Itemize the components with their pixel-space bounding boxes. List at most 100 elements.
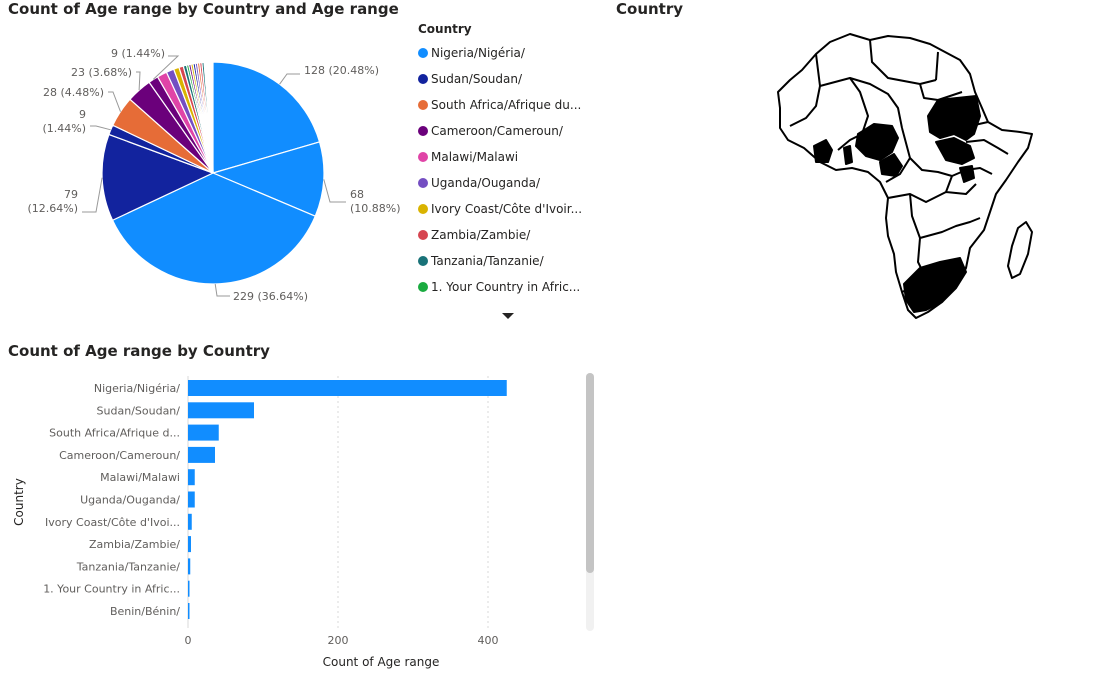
legend-label: Tanzania/Tanzanie/ — [431, 254, 544, 268]
map-uganda — [959, 165, 975, 183]
map-benin — [843, 145, 853, 165]
y-tick-label: Nigeria/Nigéria/ — [94, 382, 180, 395]
legend-dot-icon — [418, 230, 428, 240]
bar[interactable] — [188, 424, 219, 441]
legend-item[interactable]: Sudan/Soudan/ — [418, 66, 608, 92]
legend-label: Cameroon/Cameroun/ — [431, 124, 563, 138]
scrollbar-thumb[interactable] — [586, 373, 594, 573]
legend-dot-icon — [418, 152, 428, 162]
africa-map[interactable] — [770, 22, 1050, 322]
pie-legend: Country Nigeria/Nigéria/Sudan/Soudan/Sou… — [418, 22, 608, 300]
bar[interactable] — [188, 513, 192, 530]
pie-data-label: 28 (4.48%) — [43, 86, 104, 99]
legend-dot-icon — [418, 74, 428, 84]
map-border-east — [901, 121, 1009, 293]
y-axis-label: Country — [12, 478, 26, 526]
y-tick-label: Zambia/Zambie/ — [89, 538, 180, 551]
bar-chart-title: Count of Age range by Country — [8, 342, 270, 360]
map-madagascar — [1007, 221, 1033, 279]
x-axis-label: Count of Age range — [323, 655, 440, 669]
pie-slice[interactable] — [111, 172, 317, 285]
pie-slice[interactable] — [210, 61, 214, 174]
map-cameroon — [879, 153, 903, 177]
map-border-west — [789, 39, 963, 151]
pie-leader-line — [279, 73, 300, 85]
bar[interactable] — [188, 446, 215, 463]
map-south-africa — [903, 257, 967, 313]
pie-leader-line — [136, 71, 141, 91]
bar[interactable] — [188, 603, 190, 619]
x-tick-label: 0 — [185, 634, 192, 647]
legend-label: Nigeria/Nigéria/ — [431, 46, 525, 60]
pie-chart-title: Count of Age range by Country and Age ra… — [8, 0, 399, 18]
legend-dot-icon — [418, 126, 428, 136]
legend-dot-icon — [418, 100, 428, 110]
bar[interactable] — [188, 491, 195, 508]
legend-label: Malawi/Malawi — [431, 150, 519, 164]
bar[interactable] — [188, 402, 254, 419]
bar[interactable] — [188, 558, 191, 575]
legend-dot-icon — [418, 282, 428, 292]
pie-data-label: 9 (1.44%) — [42, 108, 86, 135]
bar[interactable] — [188, 580, 190, 597]
pie-slice[interactable] — [212, 61, 321, 174]
pie-leader-line — [90, 125, 111, 131]
legend-label: Uganda/Ouganda/ — [431, 176, 541, 190]
pie-chart: 128 (20.48%) 68 (10.88%) 229 (36.64%) 79 (12.… — [27, 47, 401, 303]
legend-item[interactable]: Zambia/Zambie/ — [418, 222, 608, 248]
map-south-sudan — [935, 137, 975, 165]
legend-dot-icon — [418, 48, 428, 58]
y-tick-label: Tanzania/Tanzanie/ — [76, 560, 181, 573]
pie-leader-line — [82, 177, 103, 213]
y-tick-label: Uganda/Ouganda/ — [80, 494, 180, 507]
pie-leader-line — [152, 55, 180, 80]
legend-title: Country — [418, 22, 472, 36]
legend-item[interactable]: Ivory Coast/Côte d'Ivoir... — [418, 196, 608, 222]
bar[interactable] — [188, 380, 507, 396]
pie-slice[interactable] — [211, 141, 325, 217]
pie-data-label: 68 (10.88%) — [350, 188, 401, 215]
pie-data-label: 23 (3.68%) — [71, 66, 132, 79]
legend-dot-icon — [418, 204, 428, 214]
y-tick-label: Malawi/Malawi — [100, 471, 180, 484]
pie-leader-line — [323, 179, 346, 203]
pie-data-label: 229 (36.64%) — [233, 290, 308, 303]
map-nigeria — [855, 123, 899, 161]
pie-data-label: 79 (12.64%) — [27, 188, 78, 215]
legend-item[interactable]: South Africa/Afrique du... — [418, 92, 608, 118]
pie-leader-line — [108, 91, 121, 112]
map-ivory-coast — [813, 139, 833, 163]
pie-data-label: 128 (20.48%) — [304, 64, 379, 77]
bar[interactable] — [188, 536, 191, 553]
map-continent-outline — [777, 33, 1033, 319]
bar-chart-scrollbar[interactable] — [586, 373, 594, 631]
legend-item[interactable]: Tanzania/Tanzanie/ — [418, 248, 608, 274]
bar-chart: 0 200 400 Nigeria/Nigéria/Sudan/Soudan/Sout… — [12, 376, 507, 669]
y-tick-label: South Africa/Afrique d... — [49, 427, 180, 440]
map-sudan — [927, 95, 981, 141]
x-tick-label: 400 — [478, 634, 499, 647]
pie-data-label: 9 (1.44%) — [111, 47, 165, 60]
legend-dot-icon — [418, 178, 428, 188]
legend-label: Ivory Coast/Côte d'Ivoir... — [431, 202, 583, 216]
legend-label: Zambia/Zambie/ — [431, 228, 531, 242]
y-tick-label: Cameroon/Cameroun/ — [59, 449, 180, 462]
legend-item[interactable]: Nigeria/Nigéria/ — [418, 40, 608, 66]
x-tick-label: 200 — [328, 634, 349, 647]
y-tick-label: Benin/Bénin/ — [110, 605, 180, 618]
legend-label: South Africa/Afrique du... — [431, 98, 582, 112]
legend-item[interactable]: 1. Your Country in Afric... — [418, 274, 608, 300]
y-tick-label: Sudan/Soudan/ — [97, 404, 181, 417]
legend-item[interactable]: Uganda/Ouganda/ — [418, 170, 608, 196]
legend-scroll-down-icon[interactable] — [502, 313, 514, 319]
legend-item[interactable]: Cameroon/Cameroun/ — [418, 118, 608, 144]
legend-dot-icon — [418, 256, 428, 266]
legend-label: Sudan/Soudan/ — [431, 72, 523, 86]
y-tick-label: Ivory Coast/Côte d'Ivoi... — [45, 516, 180, 529]
map-title: Country — [616, 0, 684, 18]
pie-leader-line — [214, 283, 230, 297]
bar[interactable] — [188, 469, 195, 486]
legend-item[interactable]: Malawi/Malawi — [418, 144, 608, 170]
y-tick-label: 1. Your Country in Afric... — [43, 583, 180, 596]
legend-label: 1. Your Country in Afric... — [431, 280, 581, 294]
